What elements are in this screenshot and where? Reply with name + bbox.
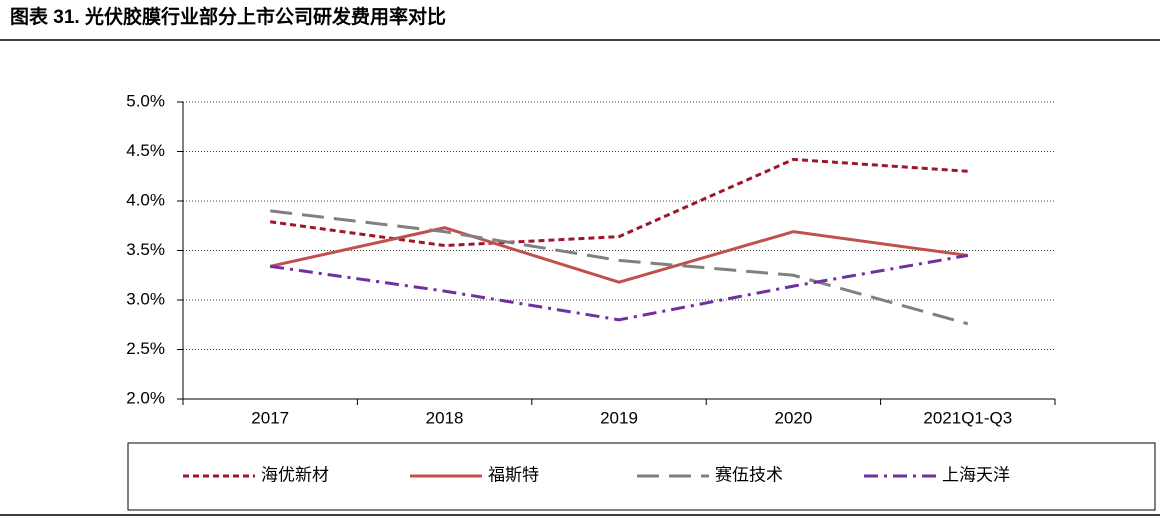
x-tick-label: 2021Q1-Q3 (923, 408, 1012, 427)
y-tick-label: 3.0% (126, 289, 165, 308)
y-tick-label: 2.0% (126, 388, 165, 407)
x-tick-label: 2017 (251, 408, 289, 427)
legend-label: 赛伍技术 (715, 464, 783, 484)
legend-label: 福斯特 (488, 465, 539, 484)
series-line (269, 253, 969, 322)
x-tick-label: 2018 (426, 408, 464, 427)
y-tick-label: 5.0% (126, 91, 165, 110)
y-tick-label: 4.0% (126, 190, 165, 209)
series-line (270, 209, 969, 326)
series-line (269, 157, 968, 248)
legend-label: 上海天洋 (942, 465, 1010, 484)
x-tick-label: 2019 (600, 408, 638, 427)
legend-label: 海优新材 (261, 465, 329, 484)
y-tick-label: 2.5% (126, 339, 165, 358)
chart-title: 图表 31. 光伏胶膜行业部分上市公司研发费用率对比 (10, 5, 446, 28)
y-tick-label: 4.5% (126, 141, 165, 160)
series-line (269, 226, 969, 284)
legend-box (127, 442, 1156, 511)
y-tick-label: 3.5% (126, 240, 165, 259)
x-tick-label: 2020 (774, 408, 812, 427)
